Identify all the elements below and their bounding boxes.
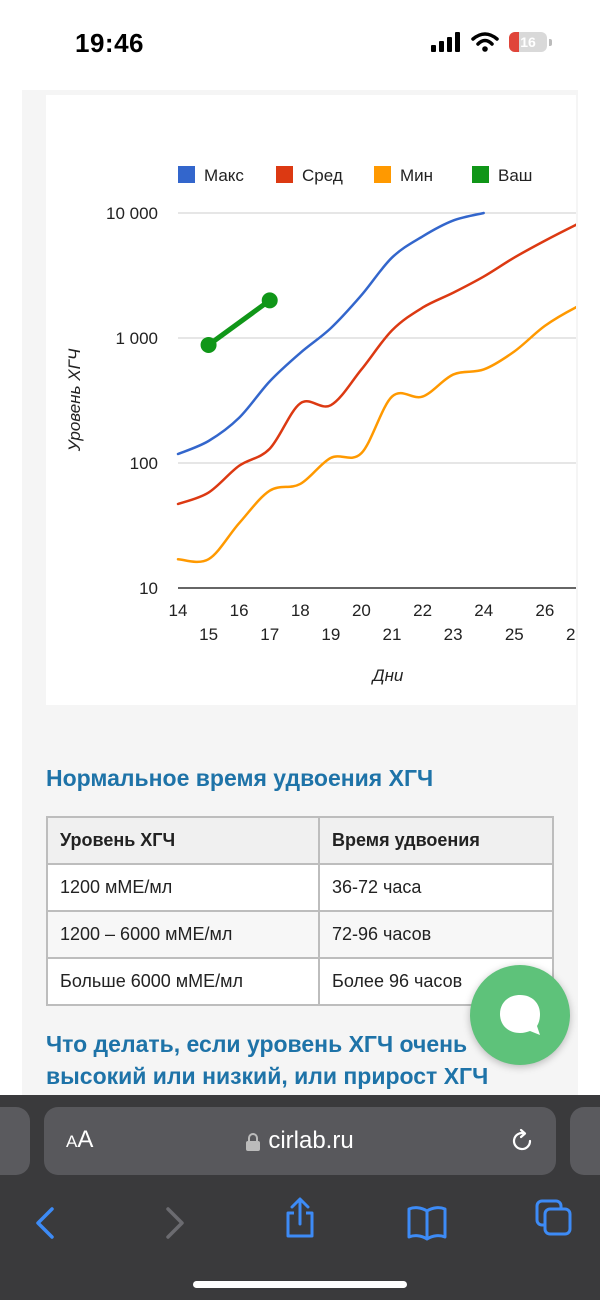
table-cell: Больше 6000 мМЕ/мл — [46, 957, 320, 1006]
doubling-time-heading: Нормальное время удвоения ХГЧ — [46, 765, 434, 791]
hcg-chart: Макс Сред Мин Ваш 10 100 1 000 10 000 14 15 16 17… — [46, 95, 576, 705]
battery-indicator: 16 — [509, 32, 547, 52]
home-indicator — [193, 1281, 407, 1288]
reader-settings-button[interactable]: AA — [66, 1126, 93, 1154]
y-axis-ticks: 10 100 1 000 10 000 — [106, 204, 158, 598]
chat-button[interactable] — [470, 965, 570, 1065]
chart-canvas: Макс Сред Мин Ваш 10 100 1 000 10 000 14 15 16 17… — [65, 166, 576, 685]
x-tick-label: 14 — [169, 601, 188, 620]
table-row: 1200 – 6000 мМЕ/мл 72-96 часов — [46, 910, 554, 959]
url-text: cirlab.ru — [268, 1127, 354, 1154]
browser-toolbar: AA cirlab.ru — [0, 1095, 600, 1300]
x-tick-label: 19 — [321, 625, 340, 644]
x-tick-label: 22 — [413, 601, 432, 620]
x-tick-label: 26 — [535, 601, 554, 620]
aa-small-letter: A — [66, 1132, 78, 1151]
doubling-time-table: Уровень ХГЧ Время удвоения 1200 мМЕ/мл 3… — [46, 816, 554, 1006]
x-tick-label: 25 — [505, 625, 524, 644]
x-axis-ticks: 141516171819202122232425262728 — [169, 601, 576, 644]
status-time: 19:46 — [75, 28, 144, 58]
x-tick-label: 15 — [199, 625, 218, 644]
legend-swatch — [276, 166, 293, 183]
url-display[interactable]: cirlab.ru — [44, 1127, 556, 1155]
tabs-icon[interactable] — [534, 1198, 574, 1238]
series-line — [176, 211, 485, 456]
series-line — [176, 305, 576, 564]
x-axis-label: Дни — [371, 666, 404, 685]
x-tick-label: 17 — [260, 625, 279, 644]
legend-label: Сред — [302, 166, 343, 185]
legend-swatch — [178, 166, 195, 183]
table-header-cell: Время удвоения — [318, 816, 554, 865]
address-bar[interactable]: AA cirlab.ru — [44, 1107, 556, 1175]
x-tick-label: 24 — [474, 601, 493, 620]
battery-level — [509, 32, 519, 52]
y-tick-label: 10 — [139, 579, 158, 598]
back-icon[interactable] — [30, 1203, 60, 1243]
forward-icon[interactable] — [160, 1203, 190, 1243]
data-point — [200, 336, 217, 353]
x-tick-label: 21 — [383, 625, 402, 644]
battery-percent: 16 — [520, 34, 536, 50]
chart-series — [176, 211, 576, 564]
legend-label: Ваш — [498, 166, 532, 185]
share-icon[interactable] — [283, 1197, 317, 1239]
x-tick-label: 20 — [352, 601, 371, 620]
y-axis-label: Уровень ХГЧ — [65, 348, 84, 452]
chart-grid — [178, 212, 576, 589]
chart-legend: Макс Сред Мин Ваш — [178, 166, 532, 185]
next-tab-preview[interactable] — [570, 1107, 600, 1175]
cellular-signal-icon — [431, 32, 460, 52]
what-to-do-heading: Что делать, если уровень ХГЧ очень высок… — [46, 1031, 489, 1089]
x-tick-label: 16 — [230, 601, 249, 620]
table-row: Больше 6000 мМЕ/мл Более 96 часов — [46, 957, 554, 1006]
table-cell: 1200 – 6000 мМЕ/мл — [46, 910, 320, 959]
table-cell: 1200 мМЕ/мл — [46, 863, 320, 912]
y-tick-label: 1 000 — [115, 329, 158, 348]
y-tick-label: 100 — [130, 454, 158, 473]
series-line — [206, 297, 273, 348]
y-tick-label: 10 000 — [106, 204, 158, 223]
reload-icon[interactable] — [508, 1127, 536, 1155]
legend-swatch — [374, 166, 391, 183]
table-row: 1200 мМЕ/мл 36-72 часа — [46, 863, 554, 912]
x-tick-label: 23 — [444, 625, 463, 644]
series-line — [176, 223, 576, 506]
bookmarks-icon[interactable] — [406, 1203, 448, 1243]
table-cell: 36-72 часа — [318, 863, 554, 912]
x-tick-label: 18 — [291, 601, 310, 620]
data-point — [261, 292, 278, 309]
lock-icon — [246, 1132, 261, 1151]
x-tick-label: 27 — [566, 625, 576, 644]
previous-tab-preview[interactable] — [0, 1107, 30, 1175]
wifi-icon — [471, 32, 499, 52]
table-cell: 72-96 часов — [318, 910, 554, 959]
aa-large-letter: A — [77, 1126, 94, 1153]
legend-label: Макс — [204, 166, 244, 185]
chat-bubble-icon — [500, 995, 540, 1035]
status-bar: 19:46 16 — [0, 0, 600, 90]
battery-cap — [549, 38, 552, 46]
table-header-row: Уровень ХГЧ Время удвоения — [46, 816, 554, 865]
legend-label: Мин — [400, 166, 433, 185]
legend-swatch — [472, 166, 489, 183]
status-icons: 16 — [431, 32, 552, 52]
table-header-cell: Уровень ХГЧ — [46, 816, 320, 865]
